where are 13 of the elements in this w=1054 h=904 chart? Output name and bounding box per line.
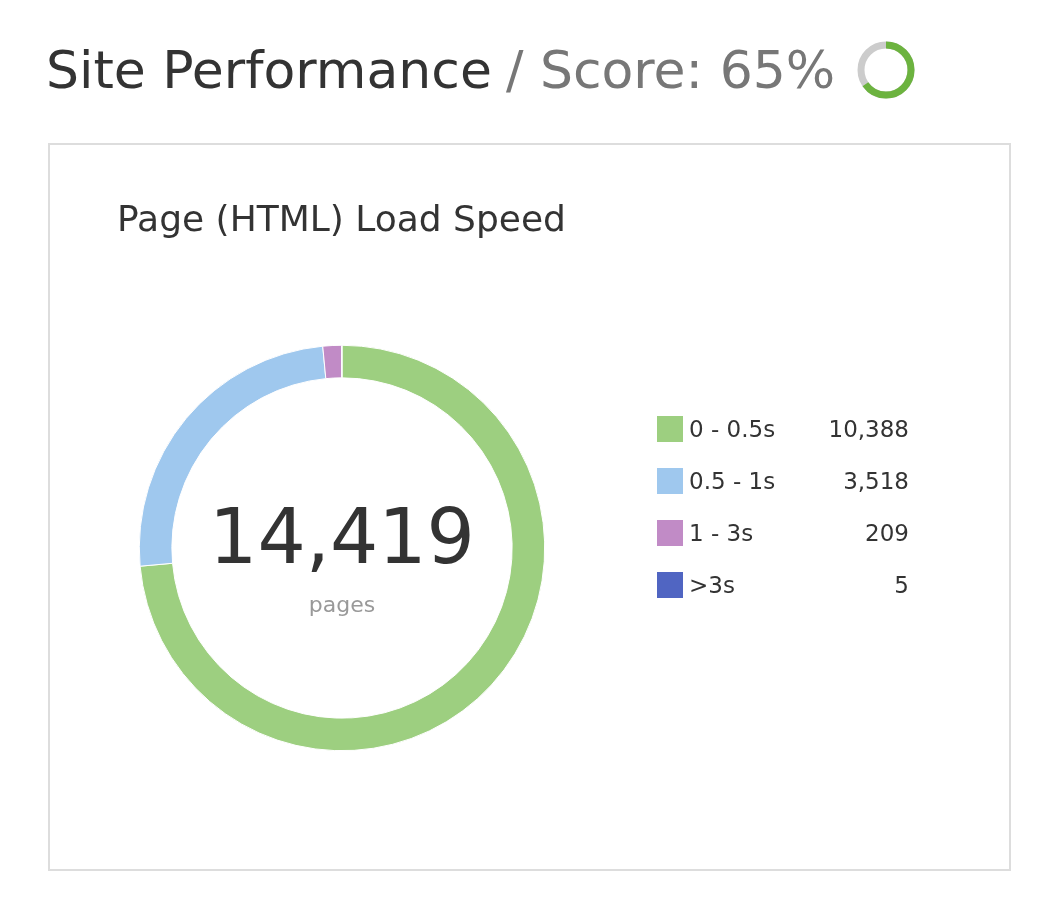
text: Page (HTML) Load Speed <box>117 197 566 239</box>
legend-label: 1 - 3s <box>689 520 754 546</box>
legend-label: 0.5 - 1s <box>689 468 776 494</box>
data-label: 3,518 <box>843 468 909 494</box>
legend-label: 0 - 0.5s <box>689 416 776 442</box>
data-label: 10,388 <box>828 416 909 442</box>
data-label: 5 <box>894 572 909 598</box>
text: 14,419 <box>209 491 475 581</box>
legend-label: >3s <box>689 572 735 598</box>
chart-subtitle: / Score: 65% <box>505 40 836 100</box>
text: pages <box>308 591 376 617</box>
data-label: 209 <box>865 520 909 546</box>
chart-title: Site Performance <box>46 40 492 100</box>
